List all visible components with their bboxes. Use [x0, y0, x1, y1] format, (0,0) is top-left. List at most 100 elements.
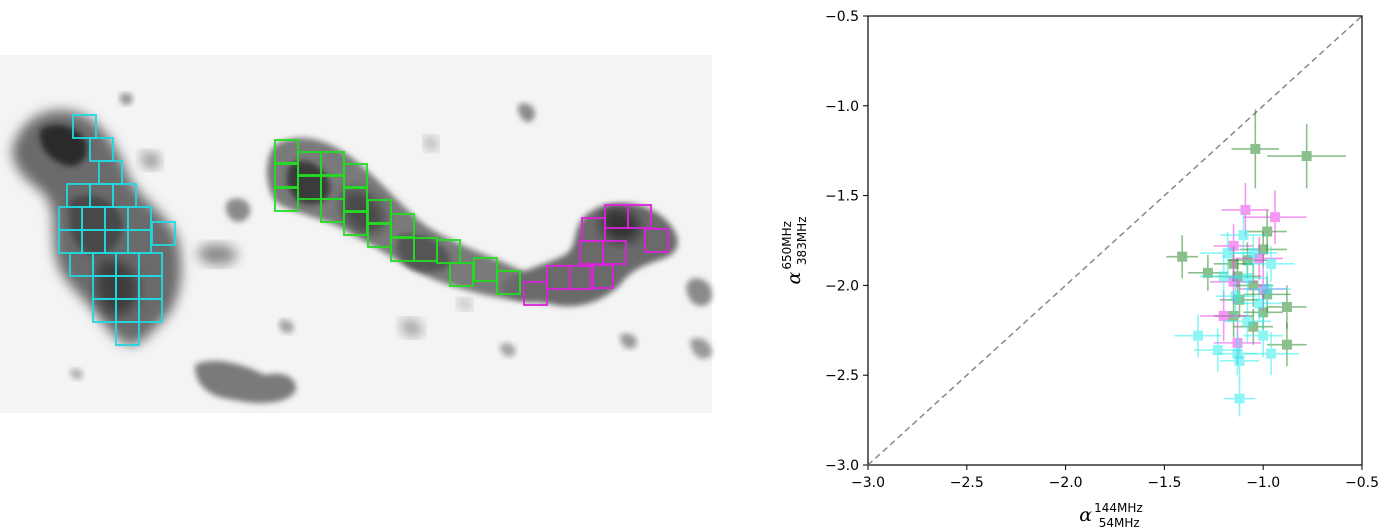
data-point: [1239, 231, 1287, 268]
point-marker: [1228, 310, 1239, 321]
data-point: [1239, 267, 1287, 311]
emission-blob: [620, 333, 637, 349]
y-tick-label: −3.0: [825, 458, 859, 474]
point-marker: [1218, 271, 1229, 282]
data-point: [1229, 235, 1278, 272]
emission-blob: [266, 137, 538, 300]
point-marker: [1254, 253, 1265, 264]
point-marker: [1242, 255, 1253, 266]
point-marker: [1218, 310, 1229, 321]
green-region-cell: [436, 239, 461, 264]
y-tick-label: −1.5: [825, 189, 859, 205]
x-tick-label: −2.5: [950, 475, 984, 491]
point-marker: [1232, 337, 1243, 348]
data-point: [1231, 109, 1280, 189]
x-tick-label: −0.5: [1345, 475, 1379, 491]
x-axis-label: α 144MHz 54MHz: [1079, 501, 1142, 528]
magenta-region-cell: [627, 204, 652, 229]
data-point: [1219, 213, 1268, 257]
diagonal-reference-line: [867, 15, 1363, 466]
data-point: [1219, 281, 1260, 318]
emission-blob: [690, 338, 712, 359]
x-axis-label-superscript: 144MHz: [1094, 501, 1143, 515]
green-region-cell: [367, 199, 392, 224]
point-marker: [1248, 248, 1259, 259]
data-point: [1243, 190, 1307, 245]
emission-blob: [279, 319, 295, 334]
emission-blob: [400, 319, 423, 337]
y-tick-label: −2.0: [825, 278, 859, 294]
data-point: [1221, 183, 1270, 237]
point-marker: [1232, 271, 1243, 282]
spectral-index-map: [0, 55, 712, 413]
point-marker: [1228, 276, 1239, 287]
cyan-region-cell: [151, 221, 176, 246]
point-marker: [1250, 143, 1261, 154]
y-axis-label-subscript: 383MHz: [795, 216, 809, 265]
magenta-region-cell: [644, 228, 669, 253]
plot-ticks: −3.0 −2.5 −2.0 −1.5 −1.0 −0.5 −3.0 −2.5 −2.0 −1.5…: [825, 9, 1379, 491]
data-point: [1188, 254, 1228, 291]
point-marker: [1222, 248, 1233, 259]
data-point: [1166, 235, 1198, 279]
point-marker: [1262, 226, 1273, 237]
magenta-region-cell: [523, 281, 548, 306]
point-marker: [1258, 244, 1269, 255]
point-marker: [1232, 348, 1243, 359]
point-marker: [1212, 345, 1223, 356]
emission-blob: [458, 298, 472, 310]
point-marker: [1202, 267, 1213, 278]
point-marker: [1234, 294, 1245, 305]
data-point: [1213, 224, 1254, 268]
emission-blob: [601, 208, 641, 242]
point-marker: [1281, 339, 1292, 350]
data-point: [1213, 294, 1254, 338]
green-region-cell: [343, 163, 368, 188]
y-axis-label: α 650MHz383MHz: [780, 216, 809, 284]
data-point: [1217, 332, 1258, 376]
data-point: [1199, 231, 1256, 275]
cyan-region-cell: [72, 114, 97, 139]
plot-frame: [867, 15, 1363, 466]
emission-blob: [686, 278, 712, 306]
point-marker: [1234, 393, 1245, 404]
x-tick-label: −2.0: [1049, 475, 1083, 491]
data-point: [1267, 323, 1307, 367]
emission-blob: [119, 92, 133, 106]
one-to-one-line: [867, 15, 1363, 466]
point-marker: [1262, 289, 1273, 300]
y-axis-label-symbol: α: [783, 272, 805, 285]
point-marker: [1192, 330, 1203, 341]
data-point: [1267, 123, 1347, 189]
magenta-region-cell: [602, 240, 627, 265]
plot-axis-labels: α 144MHz 54MHz α 650MHz383MHz: [780, 216, 1143, 528]
plot-data-points: [1166, 109, 1347, 417]
point-marker: [1248, 280, 1259, 291]
data-point: [1247, 209, 1287, 254]
data-point: [1233, 308, 1274, 345]
point-marker: [1238, 230, 1249, 241]
data-point: [1235, 236, 1283, 281]
emission-blob: [518, 103, 535, 122]
data-point: [1235, 285, 1283, 322]
y-axis-label-superscript: 650MHz: [780, 221, 794, 270]
x-tick-label: −1.5: [1147, 475, 1181, 491]
data-point: [1199, 254, 1248, 298]
data-point: [1194, 328, 1242, 372]
data-point: [1243, 271, 1291, 307]
data-point: [1267, 285, 1307, 329]
data-point: [1227, 242, 1268, 279]
data-point: [1213, 321, 1262, 365]
scatter-series-2: [1174, 213, 1299, 417]
emission-blob: [70, 368, 84, 380]
point-marker: [1281, 301, 1292, 312]
point-marker: [1228, 240, 1239, 251]
point-marker: [1240, 204, 1251, 215]
point-marker: [1258, 283, 1269, 294]
green-region-cell: [496, 270, 521, 295]
green-region-cell: [473, 257, 498, 282]
x-tick-label: −1.0: [1246, 475, 1280, 491]
x-axis-label-subscript: 54MHz: [1099, 516, 1140, 528]
green-region-cell: [343, 187, 368, 212]
scatter-series-0: [1166, 109, 1347, 367]
